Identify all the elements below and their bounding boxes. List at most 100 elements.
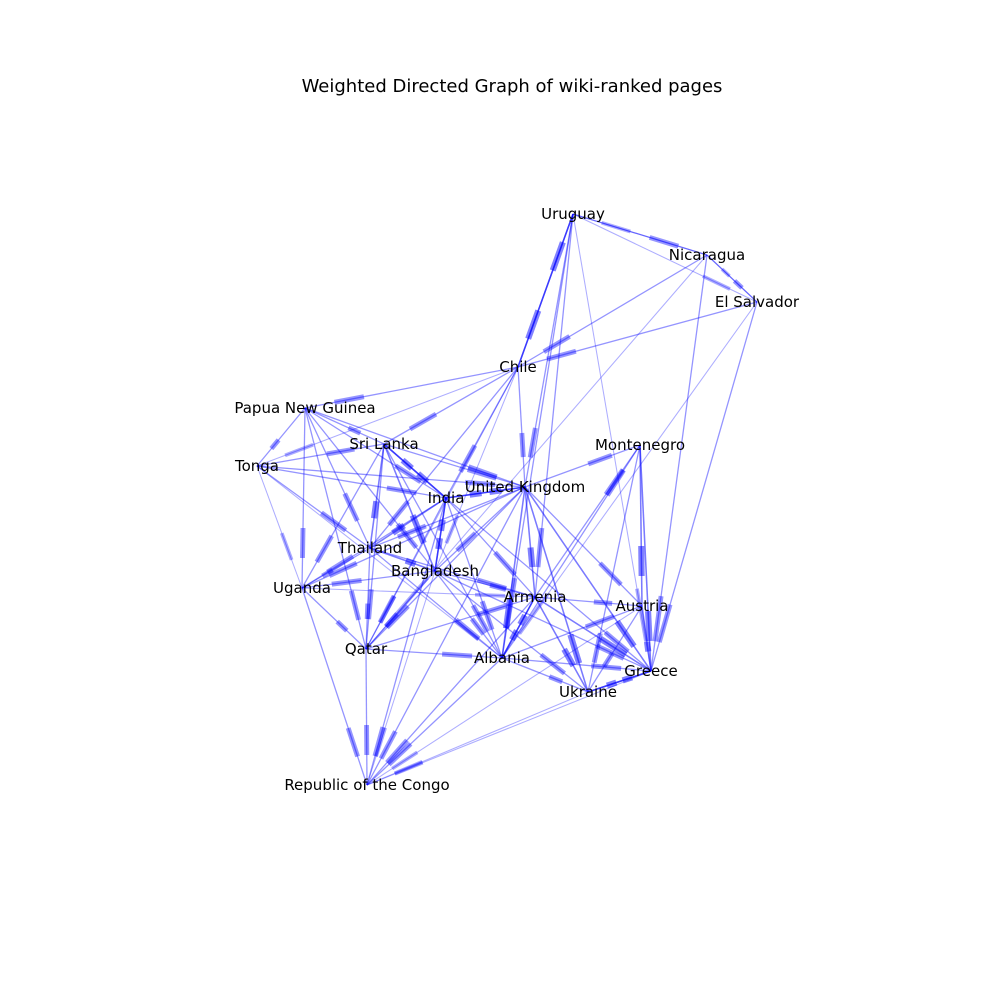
edge-arrowhead: [408, 411, 438, 432]
edge-line: [524, 486, 589, 693]
edge-albania-to-greece: [501, 657, 652, 672]
edge-united-kingdom-to-bangladesh: [434, 486, 526, 572]
edge-nicaragua-to-qatar: [365, 254, 708, 650]
edge-bangladesh-to-republic-of-the-congo: [366, 570, 436, 786]
edge-arrowhead: [464, 479, 496, 488]
edge-ukraine-to-republic-of-the-congo: [366, 691, 589, 786]
edge-line: [301, 587, 536, 598]
edge-united-kingdom-to-albania: [501, 486, 526, 659]
edge-chile-to-papua-new-guinea: [304, 366, 519, 409]
edge-arrowhead: [394, 463, 423, 484]
edge-arrowhead: [598, 561, 623, 587]
edge-line: [301, 570, 436, 589]
edge-line: [365, 486, 526, 650]
edge-arrowhead: [527, 427, 538, 458]
node-label-bangladesh: Bangladesh: [391, 562, 479, 580]
edge-arrowhead: [656, 603, 673, 643]
edge-arrowhead: [614, 619, 637, 648]
edge-arrowhead: [377, 594, 397, 624]
edge-arrowhead: [489, 487, 502, 495]
edge-arrowhead: [384, 576, 429, 628]
edge-nicaragua-to-el-salvador: [706, 254, 758, 303]
edge-qatar-to-albania: [365, 648, 503, 659]
edge-line: [366, 657, 503, 786]
edge-papua-new-guinea-to-qatar: [304, 407, 367, 650]
edge-arrowhead: [598, 636, 628, 658]
node-label-thailand: Thailand: [337, 539, 402, 557]
edge-el-salvador-to-nicaragua: [706, 254, 758, 303]
edge-sri-lanka-to-uganda: [301, 443, 385, 589]
edge-line: [301, 486, 526, 589]
edge-united-kingdom-to-republic-of-the-congo: [366, 486, 526, 786]
edge-austria-to-greece: [641, 605, 652, 672]
edge-bangladesh-to-india: [434, 497, 447, 572]
edge-arrowhead: [394, 760, 424, 776]
edge-albania-to-republic-of-the-congo: [366, 657, 503, 786]
edge-arrowhead: [593, 599, 613, 606]
edge-arrowhead: [476, 577, 507, 591]
edge-el-salvador-to-chile: [517, 301, 758, 368]
edge-india-to-uganda: [301, 497, 447, 589]
edge-uruguay-to-armenia: [534, 213, 574, 598]
edge-albania-to-ukraine: [501, 657, 589, 693]
edge-arrowhead: [331, 577, 362, 587]
edge-tonga-to-united-kingdom: [256, 465, 526, 488]
edge-india-to-qatar: [365, 497, 447, 650]
edge-united-kingdom-to-armenia: [524, 486, 536, 598]
edge-arrowhead: [519, 432, 526, 458]
edge-ukraine-to-greece: [587, 670, 652, 693]
edge-bangladesh-to-uganda: [301, 570, 436, 589]
edge-arrowhead: [342, 492, 360, 522]
edge-arrowhead: [319, 510, 348, 533]
edge-arrowhead: [335, 619, 349, 633]
edge-nicaragua-to-greece: [650, 254, 708, 672]
edge-line: [301, 497, 447, 589]
edge-line: [365, 254, 708, 650]
node-label-papua-new-guinea: Papua New Guinea: [234, 399, 375, 417]
edge-chile-to-india: [445, 366, 519, 499]
edge-arrowhead: [314, 534, 334, 564]
edge-papua-new-guinea-to-thailand: [304, 407, 371, 549]
edge-line: [301, 547, 371, 589]
edge-india-to-greece: [445, 497, 652, 672]
edge-united-kingdom-to-greece: [524, 486, 652, 672]
edge-nicaragua-to-chile: [517, 254, 708, 368]
edge-line: [366, 605, 643, 786]
edge-thailand-to-bangladesh: [369, 547, 436, 572]
edge-line: [365, 547, 371, 650]
edge-arrowhead: [386, 485, 417, 496]
node-label-india: India: [428, 489, 465, 507]
edge-line: [301, 407, 306, 589]
edge-line: [304, 366, 519, 409]
edge-line: [301, 587, 367, 650]
edge-line: [256, 465, 503, 659]
edge-uruguay-to-nicaragua: [572, 213, 708, 256]
edge-arrowhead: [561, 647, 577, 668]
node-label-ukraine: Ukraine: [559, 683, 617, 701]
edge-bangladesh-to-armenia: [434, 570, 536, 598]
node-label-uganda: Uganda: [273, 579, 331, 597]
edge-arrowhead: [587, 452, 613, 467]
edge-arrowhead: [280, 532, 294, 561]
edge-line: [365, 443, 385, 650]
edge-greece-to-republic-of-the-congo: [366, 670, 652, 786]
edge-line: [434, 366, 519, 572]
edge-arrowhead: [378, 595, 397, 624]
edge-line: [445, 497, 503, 659]
edge-line: [641, 605, 652, 672]
edge-line: [369, 443, 385, 549]
edge-arrowhead: [345, 727, 360, 758]
edge-line: [517, 301, 758, 368]
edge-arrowhead: [384, 612, 399, 629]
edge-arrowhead: [635, 588, 648, 642]
edge-uruguay-to-el-salvador: [572, 213, 758, 303]
edge-arrowhead: [470, 604, 490, 633]
edge-chile-to-sri-lanka: [383, 366, 519, 445]
node-label-austria: Austria: [616, 597, 669, 615]
edge-arrowhead: [393, 760, 424, 776]
edge-line: [256, 443, 385, 467]
edge-line: [383, 443, 436, 572]
edge-line: [256, 465, 371, 549]
edge-arrowhead: [469, 617, 486, 636]
